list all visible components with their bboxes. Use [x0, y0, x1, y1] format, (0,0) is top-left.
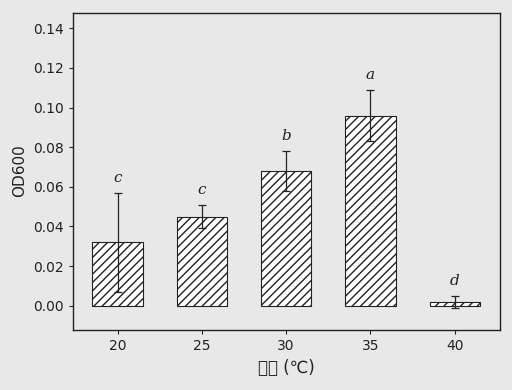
Y-axis label: OD600: OD600 — [12, 145, 28, 197]
Text: a: a — [366, 68, 375, 82]
Text: d: d — [450, 274, 460, 288]
X-axis label: 温度 (℃): 温度 (℃) — [258, 360, 314, 378]
Bar — [261, 171, 311, 306]
Text: c: c — [113, 171, 122, 185]
Text: c: c — [198, 183, 206, 197]
Bar — [177, 216, 227, 306]
Bar — [92, 242, 143, 306]
Text: b: b — [281, 129, 291, 143]
Bar — [345, 115, 396, 306]
Bar — [430, 302, 480, 306]
